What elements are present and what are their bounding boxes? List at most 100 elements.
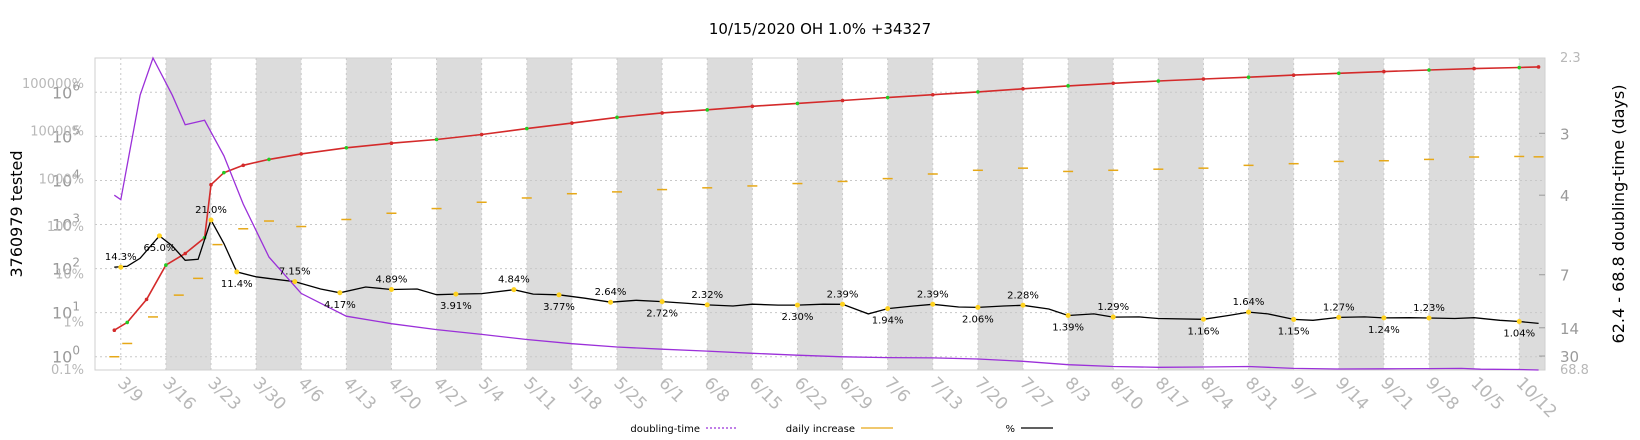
- annotation-label: 2.39%: [827, 289, 859, 300]
- annotation-point: [975, 304, 981, 310]
- tested-point: [1111, 81, 1116, 86]
- annotation-label: 1.15%: [1278, 326, 1310, 337]
- annotation-label: 1.23%: [1413, 303, 1445, 314]
- y-tick-right: 4: [1560, 187, 1570, 205]
- doubling-time-line: [113, 56, 1539, 371]
- y-tick-count: 104: [52, 167, 80, 190]
- week-band: [526, 58, 572, 370]
- y-tick-right: 68.8: [1560, 363, 1589, 378]
- annotation-label: 1.39%: [1052, 323, 1084, 334]
- y-axis-right-label: 62.4 - 68.8 doubling-time (days): [1609, 85, 1628, 344]
- tested-point: [795, 101, 800, 106]
- x-tick-label: 5/25: [609, 373, 650, 414]
- annotations: 14.3% 65.0% 21.0% 11.4% 7.15% 4.17% 4.89% 3.91%…: [105, 205, 1535, 340]
- annotation-label: 1.64%: [1233, 297, 1265, 308]
- annotation-label: 2.39%: [917, 289, 949, 300]
- y-tick-percent: 100%: [47, 220, 84, 235]
- annotation-label: 2.06%: [962, 314, 994, 325]
- tested-point: [183, 251, 188, 256]
- x-tick-label: 9/14: [1331, 373, 1372, 414]
- y-tick-count: 100: [52, 344, 80, 367]
- x-tick-label: 4/13: [339, 373, 380, 414]
- x-tick-label: 5/4: [474, 373, 507, 406]
- x-tick-label: 3/9: [113, 373, 146, 406]
- x-tick-label: 6/22: [790, 373, 831, 414]
- tested-point: [389, 141, 394, 145]
- annotation-label: 7.15%: [279, 267, 311, 278]
- y-tick-percent: 10000%: [30, 125, 84, 140]
- annotation-point: [156, 233, 162, 239]
- x-tick-label: 3/23: [203, 373, 244, 414]
- x-tick-label: 8/24: [1196, 373, 1237, 414]
- y-tick-percent: 1000%: [39, 172, 84, 187]
- annotation-point: [556, 292, 562, 298]
- tested-point: [524, 126, 529, 131]
- x-tick-label: 3/16: [158, 373, 199, 414]
- annotation-point: [885, 306, 891, 312]
- tested-point: [660, 111, 664, 115]
- week-band: [256, 58, 302, 370]
- weekly-bands: [165, 58, 1545, 370]
- x-tick-label: 5/18: [564, 373, 605, 414]
- tested-point: [1021, 87, 1025, 91]
- x-tick-label: 6/29: [835, 373, 876, 414]
- tested-point: [164, 263, 168, 267]
- annotation-point: [1426, 315, 1432, 321]
- tested-point: [930, 92, 935, 97]
- annotation-point: [704, 302, 710, 308]
- annotation-point: [840, 301, 846, 307]
- annotation-label: 2.32%: [691, 290, 723, 301]
- annotation-label: 4.17%: [324, 300, 356, 311]
- y-tick-right: 14: [1560, 320, 1579, 338]
- annotation-label: 2.72%: [646, 309, 678, 320]
- week-band: [1158, 58, 1204, 370]
- tested-point: [434, 137, 439, 142]
- tested-point: [1382, 69, 1386, 74]
- y-tick-percent: 10%: [55, 268, 84, 283]
- x-tick-label: 9/28: [1421, 373, 1462, 414]
- tested-point: [1291, 73, 1296, 77]
- annotation-point: [453, 291, 459, 297]
- tested-point: [241, 163, 246, 168]
- tested-point: [976, 90, 980, 94]
- annotation-point: [292, 279, 298, 285]
- tested-point: [299, 152, 304, 156]
- annotation-point: [208, 217, 214, 223]
- tested-point: [1201, 77, 1206, 81]
- tested-point: [840, 98, 845, 103]
- percent-line: [114, 218, 1539, 325]
- tested-point: [112, 328, 117, 332]
- annotation-point: [1200, 316, 1206, 322]
- x-tick-label: 6/8: [700, 373, 733, 406]
- annotation-point: [1065, 313, 1071, 319]
- annotation-label: 2.28%: [1007, 290, 1039, 301]
- annotation-label: 4.89%: [376, 274, 408, 285]
- y-tick-right: 3: [1560, 125, 1570, 143]
- chart-title: 10/15/2020 OH 1.0% +34327: [709, 20, 931, 38]
- annotation-label: 1.94%: [872, 316, 904, 327]
- week-band: [1338, 58, 1384, 370]
- legend: doubling-time daily increase%: [630, 424, 1053, 435]
- tested-point: [479, 132, 484, 137]
- annotation-point: [388, 286, 394, 292]
- annotation-point: [234, 269, 240, 275]
- annotation-point: [659, 299, 665, 305]
- tested-point: [1472, 66, 1476, 71]
- legend-label: doubling-time: [630, 424, 700, 435]
- annotation-point: [1291, 316, 1297, 322]
- y-tick-percent: 0.1%: [51, 363, 84, 378]
- tested-point: [344, 146, 349, 150]
- tested-point: [885, 95, 890, 100]
- annotation-point: [1336, 314, 1342, 320]
- annotation-point: [794, 302, 800, 308]
- y-tick-percent: 100000%: [22, 77, 84, 92]
- x-tick-label: 6/1: [655, 373, 688, 406]
- annotation-label: 65.0%: [144, 243, 176, 254]
- tested-point: [1536, 65, 1541, 69]
- x-tick-label: 9/7: [1286, 373, 1319, 406]
- week-band: [707, 58, 753, 370]
- annotation-point: [1110, 314, 1116, 320]
- annotation-label: 1.04%: [1503, 329, 1535, 340]
- y-tick-right: 30: [1560, 348, 1579, 366]
